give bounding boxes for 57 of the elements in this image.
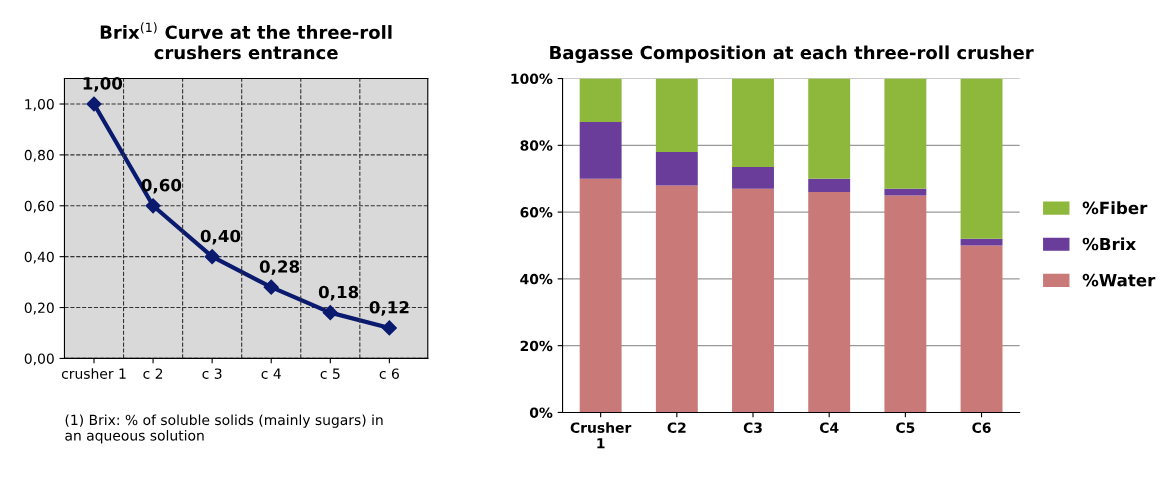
x-tick-label: C4 [819,422,839,433]
x-tick-label: c 5 [320,368,340,379]
bar [655,78,698,153]
x-tick-label: C3 [743,422,762,433]
bar [960,238,1003,246]
x-tick-label: c 3 [202,368,222,379]
bar [579,78,622,122]
bar [732,78,774,168]
y-tick-label: 20% [520,340,553,352]
legend-label: %Water [1082,273,1156,287]
chart-title: Brix$^{(1)}$ Curve at the three-roll crushers entrance [100,22,392,60]
y-tick-label: 80% [520,140,553,151]
text: (1) Brix: % of soluble solids (mainly sugars) in an aqueous solution [65,414,383,444]
bar [732,188,774,413]
x-tick-label: C6 [972,422,991,433]
y-tick-label: 60% [520,207,553,218]
x-tick-label: c 6 [379,368,399,379]
bar [884,78,927,189]
legend-label: %Brix [1082,237,1136,251]
data-label: 0,28 [259,260,300,275]
legend-label: %Fiber [1082,201,1148,215]
y-tick-label: 1,00 [25,98,54,111]
bar [808,78,851,179]
bar [579,178,622,413]
x-tick-label: c 2 [143,368,163,379]
bar [884,195,927,413]
y-tick-label: 0,00 [24,353,54,366]
point [86,96,102,112]
y-tick-label: 0% [529,407,553,418]
bar [655,185,698,413]
bar [579,121,622,179]
x-tick-label: crusher 1 [61,368,126,379]
bar [884,188,927,196]
bar [960,78,1003,239]
bar [960,245,1003,413]
point [263,279,279,295]
x-tick-label: c 4 [261,368,281,379]
x-tick-label: C2 [667,422,686,433]
bar [732,167,774,189]
point [322,305,338,321]
y-tick-label: 0,40 [24,251,54,264]
y-tick-label: 0,80 [24,149,54,162]
x-tick-label: Crusher 1 [570,422,632,449]
y-tick-label: 0,60 [24,200,54,213]
point [204,249,220,265]
y-tick-label: 40% [520,273,553,285]
bar [808,192,851,413]
bar [808,178,851,193]
data-label: 0,18 [318,285,359,301]
data-label: 0,40 [200,229,241,245]
y-tick-label: 0,20 [24,302,54,315]
point [381,320,397,336]
x-tick-label: C5 [896,422,915,433]
point [145,198,161,214]
chart-title: Bagasse Composition at each three-roll crusher [550,45,1034,64]
bar [655,152,698,186]
y-tick-label: 100% [511,73,553,85]
